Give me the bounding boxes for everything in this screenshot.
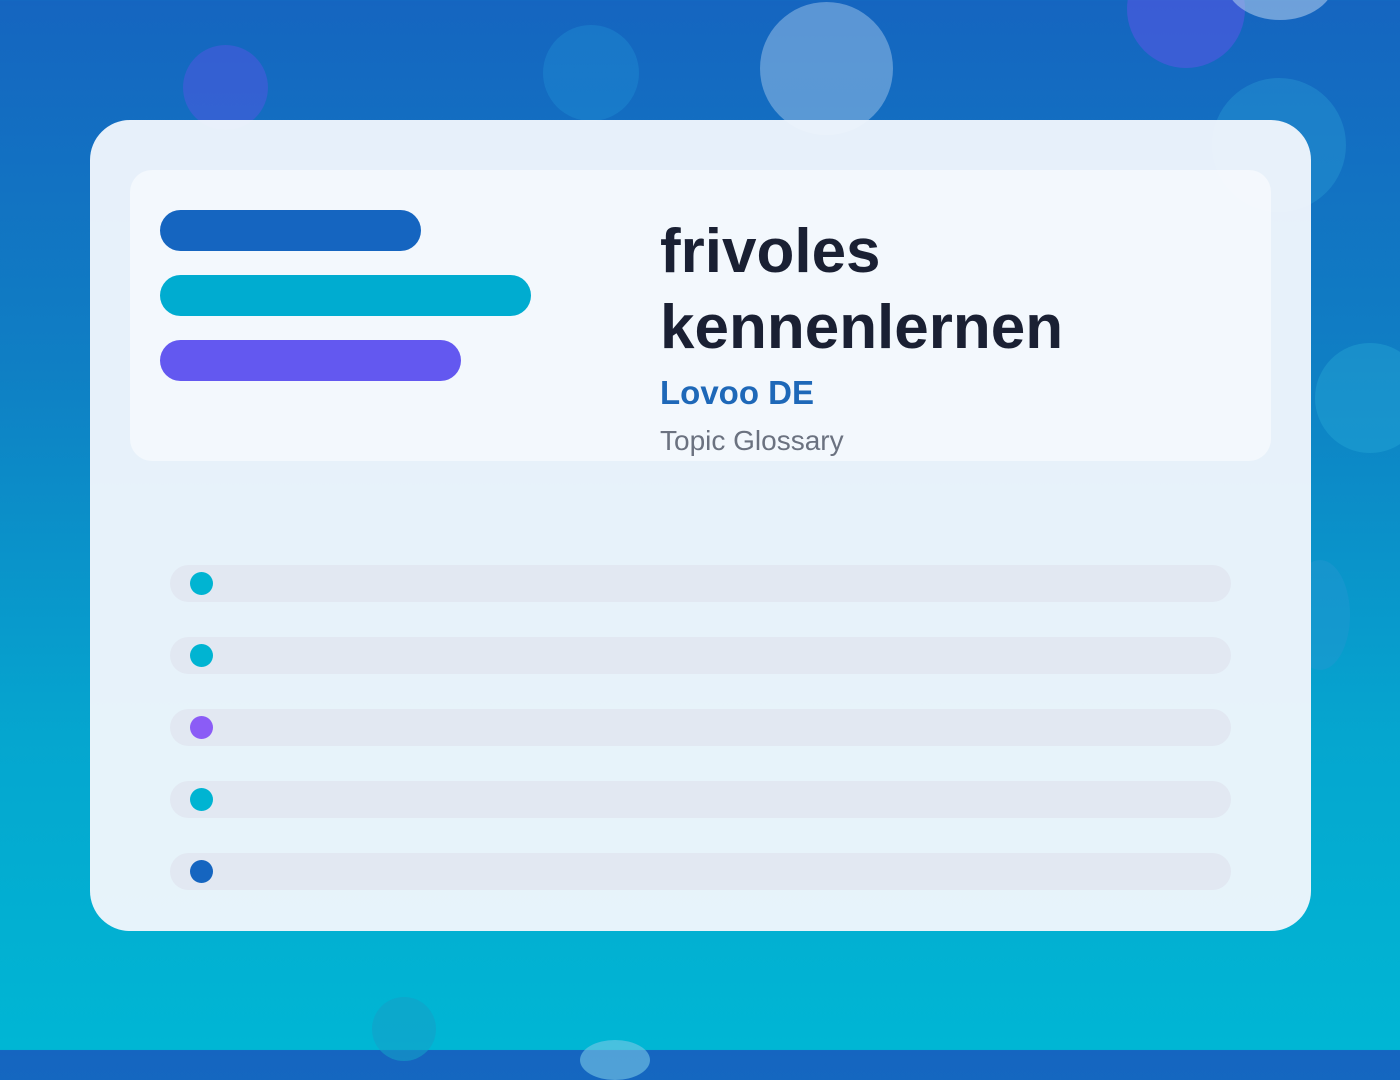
decorative-bubble xyxy=(543,25,639,121)
decorative-bubble xyxy=(1127,0,1245,68)
page-title: frivoles kennenlernen xyxy=(660,217,1064,362)
list-item xyxy=(170,637,1231,674)
brand-name: Lovoo DE xyxy=(660,374,814,411)
decorative-bubble xyxy=(183,45,268,130)
page-subtitle: Topic Glossary xyxy=(660,425,844,456)
list-item xyxy=(170,781,1231,818)
bullet-dot xyxy=(190,572,213,595)
decorative-bubble xyxy=(580,1040,650,1080)
decorative-pill-cyan xyxy=(160,275,531,316)
glossary-card: frivoles kennenlernen Lovoo DE Topic Glo… xyxy=(90,120,1311,931)
hero-panel: frivoles kennenlernen Lovoo DE Topic Glo… xyxy=(130,170,1271,461)
decorative-bubble xyxy=(760,2,893,135)
bullet-dot xyxy=(190,716,213,739)
decorative-pill-purple xyxy=(160,340,461,381)
list-item xyxy=(170,709,1231,746)
bullet-dot xyxy=(190,860,213,883)
list-item xyxy=(170,853,1231,890)
decorative-pill-blue xyxy=(160,210,421,251)
bullet-dot xyxy=(190,788,213,811)
decorative-bubble xyxy=(372,997,436,1061)
bullet-dot xyxy=(190,644,213,667)
list-item xyxy=(170,565,1231,602)
decorative-bubble xyxy=(1315,343,1400,453)
